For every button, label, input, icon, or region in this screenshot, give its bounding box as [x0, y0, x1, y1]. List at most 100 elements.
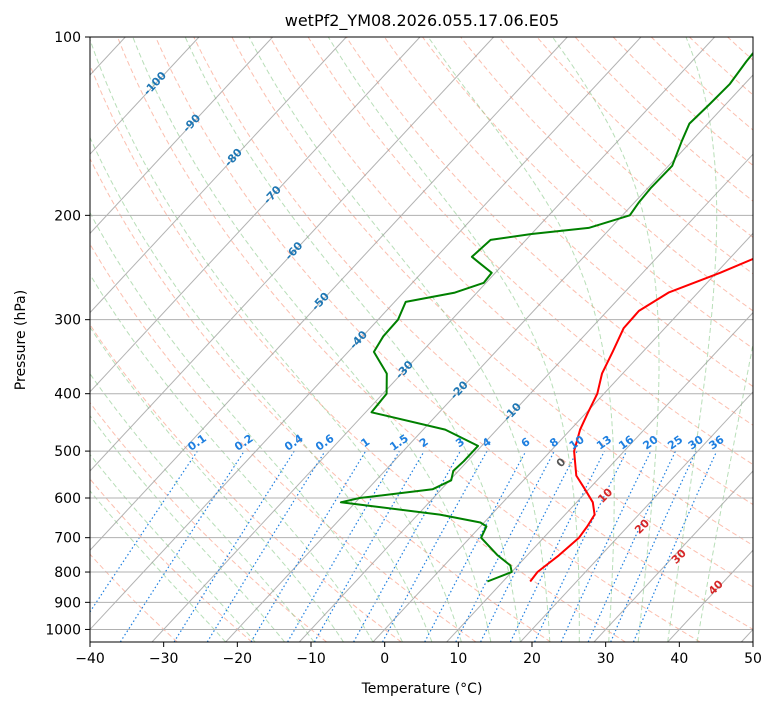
- dry-adiabat-line: [90, 243, 477, 642]
- x-tick-label: −40: [75, 651, 105, 667]
- dry-adiabat-line: [90, 157, 551, 642]
- isotherm-line: [298, 153, 753, 642]
- dry-adiabat-line: [90, 63, 626, 642]
- x-tick-label: 50: [744, 651, 762, 667]
- dry-adiabat-line: [689, 37, 753, 96]
- moist-adiabat-line: [132, 37, 492, 642]
- isotherm-line: [372, 232, 753, 642]
- dry-adiabat-line: [498, 37, 753, 275]
- y-tick-label: 100: [54, 30, 81, 46]
- moist-adiabat-line: [327, 37, 580, 642]
- x-tick-label: 40: [670, 651, 688, 667]
- mixing-ratio-label: 16: [616, 433, 636, 453]
- mixing-ratio-line: [534, 450, 628, 642]
- x-tick-label: 0: [380, 651, 389, 667]
- moist-adiabat-label: 30: [669, 546, 689, 566]
- moist-adiabat-line: [427, 37, 615, 642]
- moist-adiabat-line: [248, 37, 551, 642]
- mixing-ratio-label: 20: [641, 433, 661, 453]
- dry-adiabat-line: [345, 37, 753, 426]
- mixing-ratio-line: [424, 450, 527, 642]
- x-tick-label: −30: [149, 651, 179, 667]
- dry-adiabat-line: [269, 37, 753, 506]
- mixing-ratio-line: [119, 450, 245, 642]
- isotherm-line: [90, 37, 347, 314]
- mixing-ratio-line: [206, 450, 326, 642]
- moist-adiabat-line: [90, 453, 256, 642]
- dry-adiabat-line: [90, 323, 402, 642]
- mixing-ratio-line: [250, 450, 367, 642]
- moist-adiabat-line: [184, 37, 521, 642]
- dry-adiabat-line: [460, 37, 753, 312]
- y-tick-label: 1000: [45, 622, 81, 638]
- x-tick-label: −10: [296, 651, 326, 667]
- dry-adiabat-line: [422, 37, 753, 350]
- mixing-ratio-label: 13: [594, 433, 614, 452]
- isotherm-line: [90, 37, 568, 551]
- moist-adiabat-line: [696, 341, 753, 642]
- dry-adiabat-line: [117, 37, 701, 642]
- isotherm-line: [90, 37, 274, 235]
- isotherm-line: [90, 37, 421, 393]
- mixing-ratio-line: [173, 450, 295, 642]
- mixing-ratio-label: 0.1: [185, 432, 208, 454]
- y-tick-label: 500: [54, 444, 81, 460]
- mixing-ratio-label: 30: [686, 433, 706, 453]
- dry-adiabat-line: [727, 37, 753, 61]
- mixing-ratio-label: 6: [519, 435, 533, 450]
- mixing-ratio-label: 4: [480, 435, 494, 450]
- moist-adiabat-line: [90, 38, 462, 642]
- plot-frame: [89, 36, 754, 643]
- mixing-ratio-line: [632, 450, 718, 642]
- mixing-ratio-label: 1: [359, 435, 373, 450]
- dry-adiabat-line: [90, 401, 327, 642]
- profiles: [339, 51, 753, 583]
- mixing-ratio-line: [313, 450, 425, 642]
- isotherm-line: [446, 311, 753, 642]
- y-axis-label: Pressure (hPa): [13, 290, 29, 390]
- isotherm-line: [225, 74, 753, 642]
- moist-adiabat-line: [667, 37, 718, 642]
- isotherm-line: [151, 37, 716, 642]
- isotherm-line: [90, 37, 642, 631]
- mixing-ratio-line: [509, 450, 605, 642]
- mixing-ratio-label: 1.5: [387, 432, 410, 454]
- line-labels: -100-90-80-70-60-50-40-30-20-100.1 0.2 0.4…: [141, 69, 727, 598]
- moist-adiabat-label: 20: [632, 516, 652, 536]
- x-axis-label: Temperature (°C): [361, 681, 483, 697]
- y-tick-label: 200: [54, 208, 81, 224]
- dewpoint-profile-line: [339, 51, 753, 583]
- background-lines: [90, 37, 775, 642]
- mixing-ratio-label: 0.6: [313, 432, 337, 454]
- y-tick-label: 300: [54, 313, 81, 329]
- moist-adiabat-line: [90, 414, 285, 642]
- temperature-profile-line: [529, 257, 753, 583]
- x-tick-label: 30: [597, 651, 615, 667]
- mixing-ratio-label: 10: [567, 433, 587, 453]
- chart-title: wetPf2_YM08.2026.055.17.06.E05: [285, 11, 559, 31]
- moist-adiabat-line: [90, 273, 374, 642]
- y-tick-label: 800: [54, 565, 81, 581]
- mixing-ratio-line: [381, 450, 488, 642]
- x-tick-label: 20: [523, 651, 541, 667]
- moist-adiabat-label: 40: [706, 577, 726, 597]
- mixing-ratio-label: 0.4: [282, 432, 306, 454]
- dry-adiabat-line: [90, 478, 253, 642]
- mixing-ratio-label: 25: [665, 433, 685, 452]
- y-tick-label: 600: [54, 491, 81, 507]
- mixing-ratio-line: [610, 450, 697, 642]
- mixing-ratio-line: [560, 450, 652, 642]
- moist-adiabat-line: [90, 372, 315, 642]
- x-tick-label: 10: [449, 651, 467, 667]
- isotherm-line: [90, 37, 200, 155]
- dry-adiabat-line: [612, 37, 753, 167]
- moist-adiabat-line: [90, 136, 433, 642]
- mixing-ratio-line: [587, 450, 677, 642]
- mixing-ratio-label: 0.2: [232, 432, 255, 454]
- moist-adiabat-label: 0: [554, 455, 569, 470]
- dry-adiabat-line: [766, 37, 775, 642]
- y-tick-label: 900: [54, 595, 81, 611]
- isotherm-line: [519, 391, 753, 642]
